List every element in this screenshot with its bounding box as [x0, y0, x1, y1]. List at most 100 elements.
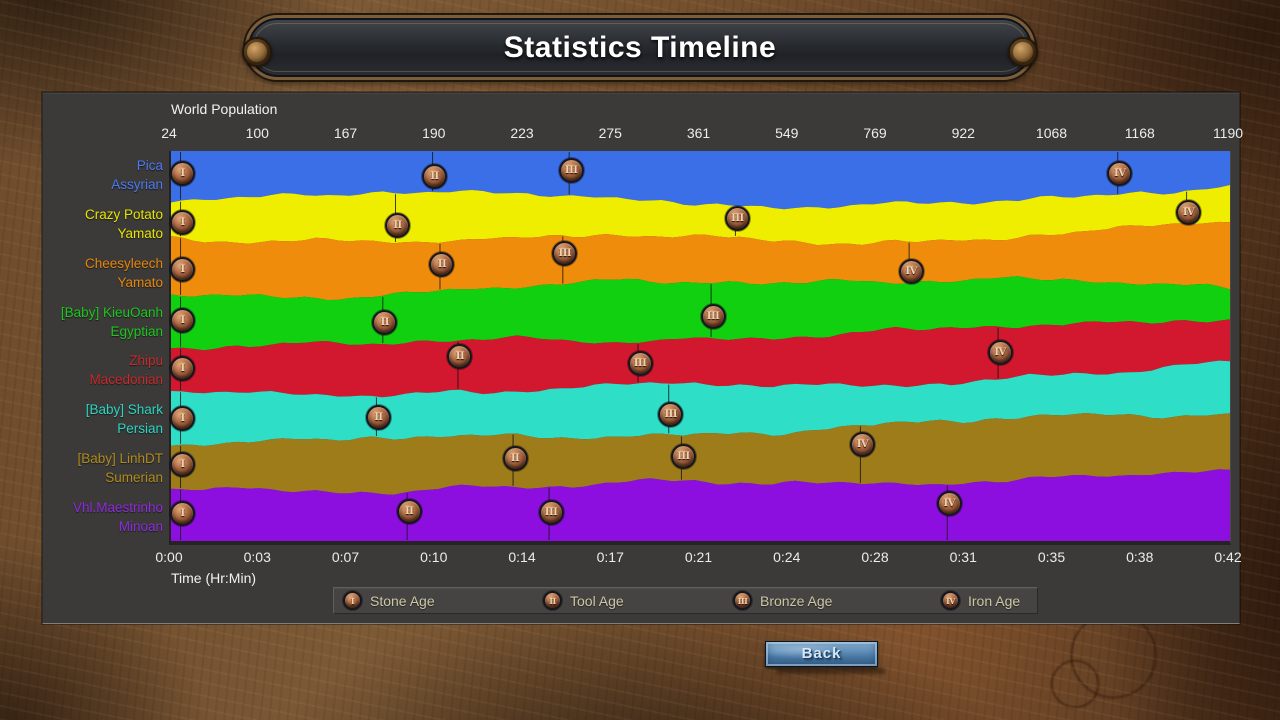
age-medallion-icon: IV: [849, 432, 875, 458]
age-numeral: IV: [943, 498, 956, 510]
player-band: [171, 185, 1230, 246]
player-civilization: Sumerian: [105, 469, 163, 485]
player-name: [Baby] LinhDT: [77, 450, 163, 466]
player-name: Cheesyleech: [84, 255, 163, 271]
axis-tick: 100: [245, 125, 269, 141]
age-medallion-icon: III: [538, 500, 564, 526]
age-medallion-icon: III: [658, 401, 684, 427]
player-band: [171, 276, 1230, 351]
legend-label: Tool Age: [570, 592, 624, 609]
age-medallion-icon: II: [502, 446, 528, 472]
player-label-7: [Baby] LinhDT Sumerian: [43, 444, 163, 493]
banner-ornament-icon: [242, 37, 272, 67]
legend-item: III Bronze Age: [733, 588, 832, 613]
axis-tick: 0:28: [861, 549, 889, 565]
player-band: [171, 469, 1230, 541]
player-civilization: Macedonian: [89, 372, 163, 388]
age-numeral: IV: [905, 266, 917, 278]
age-numeral: III: [544, 507, 558, 519]
axis-tick: 0:31: [949, 549, 977, 565]
player-civilization: Persian: [117, 421, 163, 437]
player-label-1: Pica Assyrian: [43, 151, 163, 200]
axis-tick: 0:35: [1037, 549, 1066, 565]
age-numeral: I: [180, 459, 185, 471]
player-label-4: [Baby] KieuOanh Egyptian: [43, 297, 163, 346]
age-medallion-icon: III: [700, 304, 726, 330]
player-civilization: Minoan: [118, 518, 163, 534]
player-civilization: Yamato: [117, 226, 163, 242]
player-label-5: Zhipu Macedonian: [43, 346, 163, 395]
age-medallion-icon: III: [724, 205, 750, 231]
age-numeral: I: [180, 167, 185, 179]
age-medallion-icon: I: [170, 405, 196, 431]
age-medallion-icon: II: [372, 310, 398, 336]
age-numeral: III: [664, 408, 677, 420]
axis-tick: 769: [863, 125, 887, 141]
age-numeral: I: [180, 216, 185, 228]
player-name: [Baby] KieuOanh: [60, 304, 163, 320]
player-name: Zhipu: [129, 353, 163, 369]
age-medallion-icon: IV: [936, 491, 962, 517]
age-numeral: IV: [946, 595, 955, 606]
time-axis-label: Time (Hr:Min): [171, 570, 257, 586]
age-medallion-icon: III: [627, 350, 653, 376]
axis-tick: 0:42: [1214, 549, 1242, 565]
axis-tick: 361: [686, 125, 711, 141]
chart-canvas: [171, 151, 1230, 541]
age-medallion-icon: IV: [898, 259, 924, 285]
age-numeral: II: [393, 219, 402, 231]
age-numeral: IV: [1182, 206, 1195, 218]
player-civilization: Egyptian: [110, 323, 163, 339]
player-label-2: Crazy Potato Yamato: [43, 200, 163, 249]
axis-tick: 1168: [1124, 125, 1155, 141]
age-numeral: II: [437, 259, 447, 271]
axis-tick: 275: [598, 125, 622, 141]
age-numeral: II: [549, 595, 556, 606]
axis-tick: 0:21: [684, 549, 713, 565]
age-medallion-icon: II: [447, 343, 473, 369]
legend-item: IV Iron Age: [941, 588, 1020, 613]
age-numeral: II: [374, 411, 383, 423]
age-numeral: IV: [856, 439, 869, 451]
player-band: [171, 413, 1230, 495]
axis-tick: 922: [951, 125, 975, 141]
age-numeral: I: [180, 362, 185, 374]
legend-label: Iron Age: [968, 592, 1021, 609]
age-medallion-icon: I: [170, 355, 196, 381]
age-medallion-icon: IV: [941, 591, 960, 610]
age-medallion-icon: II: [543, 591, 562, 610]
age-numeral: II: [404, 506, 414, 518]
axis-tick: 167: [333, 125, 358, 141]
player-labels: Pica Assyrian Crazy Potato Yamato Cheesyleec…: [43, 151, 163, 541]
axis-tick: 549: [775, 125, 799, 141]
player-name: Crazy Potato: [84, 207, 163, 223]
age-numeral: III: [558, 248, 572, 260]
age-numeral: II: [380, 317, 390, 329]
back-button[interactable]: Back: [765, 641, 878, 667]
age-numeral: III: [737, 595, 748, 606]
axis-tick: 1190: [1212, 125, 1244, 141]
player-label-3: Cheesyleech Yamato: [43, 249, 163, 298]
age-numeral: III: [731, 212, 744, 224]
page-title: Statistics Timeline: [503, 30, 777, 64]
age-medallion-icon: I: [170, 501, 196, 527]
player-name: Vhl.Maestrinho: [72, 499, 163, 515]
age-medallion-icon: I: [170, 257, 196, 283]
player-name: Pica: [136, 158, 163, 174]
axis-tick: 1068: [1035, 125, 1068, 141]
axis-tick: 0:38: [1126, 549, 1154, 565]
age-medallion-icon: I: [170, 308, 196, 334]
age-numeral: I: [180, 412, 185, 424]
player-civilization: Yamato: [117, 274, 163, 290]
axis-tick: 223: [510, 125, 534, 141]
age-numeral: III: [706, 311, 720, 323]
player-civilization: Assyrian: [111, 177, 163, 193]
population-axis-label: World Population: [171, 101, 278, 117]
age-numeral: II: [510, 453, 520, 465]
age-medallion-icon: II: [422, 163, 448, 189]
age-medallion-icon: III: [670, 444, 696, 470]
age-medallion-icon: IV: [1107, 160, 1133, 186]
age-medallion-icon: IV: [1176, 199, 1202, 225]
age-medallion-icon: II: [396, 499, 422, 525]
player-band: [171, 360, 1230, 446]
